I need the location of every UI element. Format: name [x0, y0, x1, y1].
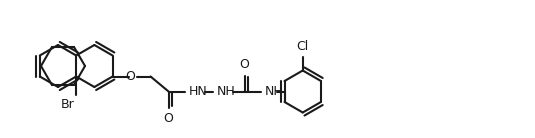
- Text: O: O: [240, 59, 249, 71]
- Text: O: O: [164, 112, 173, 124]
- Text: Br: Br: [60, 99, 74, 112]
- Text: NH: NH: [217, 85, 235, 98]
- Text: O: O: [126, 70, 135, 83]
- Text: NH: NH: [265, 85, 284, 98]
- Text: HN: HN: [188, 85, 207, 98]
- Text: Cl: Cl: [296, 39, 309, 52]
